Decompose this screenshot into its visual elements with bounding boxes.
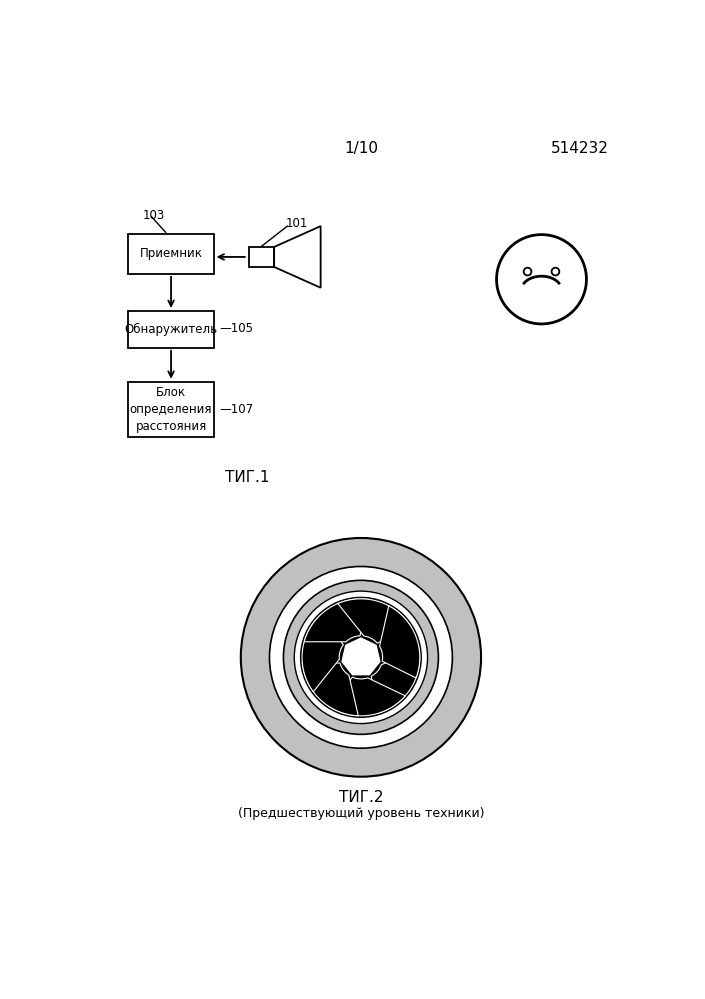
Bar	[128, 382, 214, 438]
Text: ΤИГ.1: ΤИГ.1	[225, 471, 269, 486]
Polygon shape	[338, 598, 412, 643]
Polygon shape	[379, 605, 419, 678]
Polygon shape	[302, 615, 343, 691]
Polygon shape	[304, 598, 369, 641]
Circle shape	[551, 268, 559, 276]
Circle shape	[283, 580, 439, 734]
Circle shape	[269, 566, 453, 748]
Bar	[128, 234, 214, 274]
Text: —107: —107	[220, 403, 254, 416]
Text: 101: 101	[286, 217, 308, 230]
Text: Обнаружитель: Обнаружитель	[125, 323, 218, 336]
Polygon shape	[341, 637, 381, 675]
Circle shape	[300, 597, 422, 717]
Circle shape	[241, 538, 481, 776]
Polygon shape	[302, 662, 358, 716]
Polygon shape	[372, 647, 419, 713]
Bar	[250, 247, 274, 267]
Circle shape	[524, 268, 532, 276]
Text: 103: 103	[142, 209, 165, 222]
Circle shape	[496, 235, 587, 324]
Polygon shape	[329, 677, 405, 716]
Polygon shape	[274, 226, 321, 288]
Text: 514232: 514232	[551, 142, 609, 157]
Text: Приемник: Приемник	[140, 248, 202, 261]
Text: Блок
определения
расстояния: Блок определения расстояния	[130, 386, 212, 433]
Text: (Предшествующий уровень техники): (Предшествующий уровень техники)	[238, 807, 484, 820]
Text: —105: —105	[220, 322, 254, 335]
Text: ΤИГ.2: ΤИГ.2	[338, 790, 384, 805]
Text: 1/10: 1/10	[344, 142, 378, 157]
Circle shape	[294, 591, 427, 723]
Bar	[128, 311, 214, 348]
